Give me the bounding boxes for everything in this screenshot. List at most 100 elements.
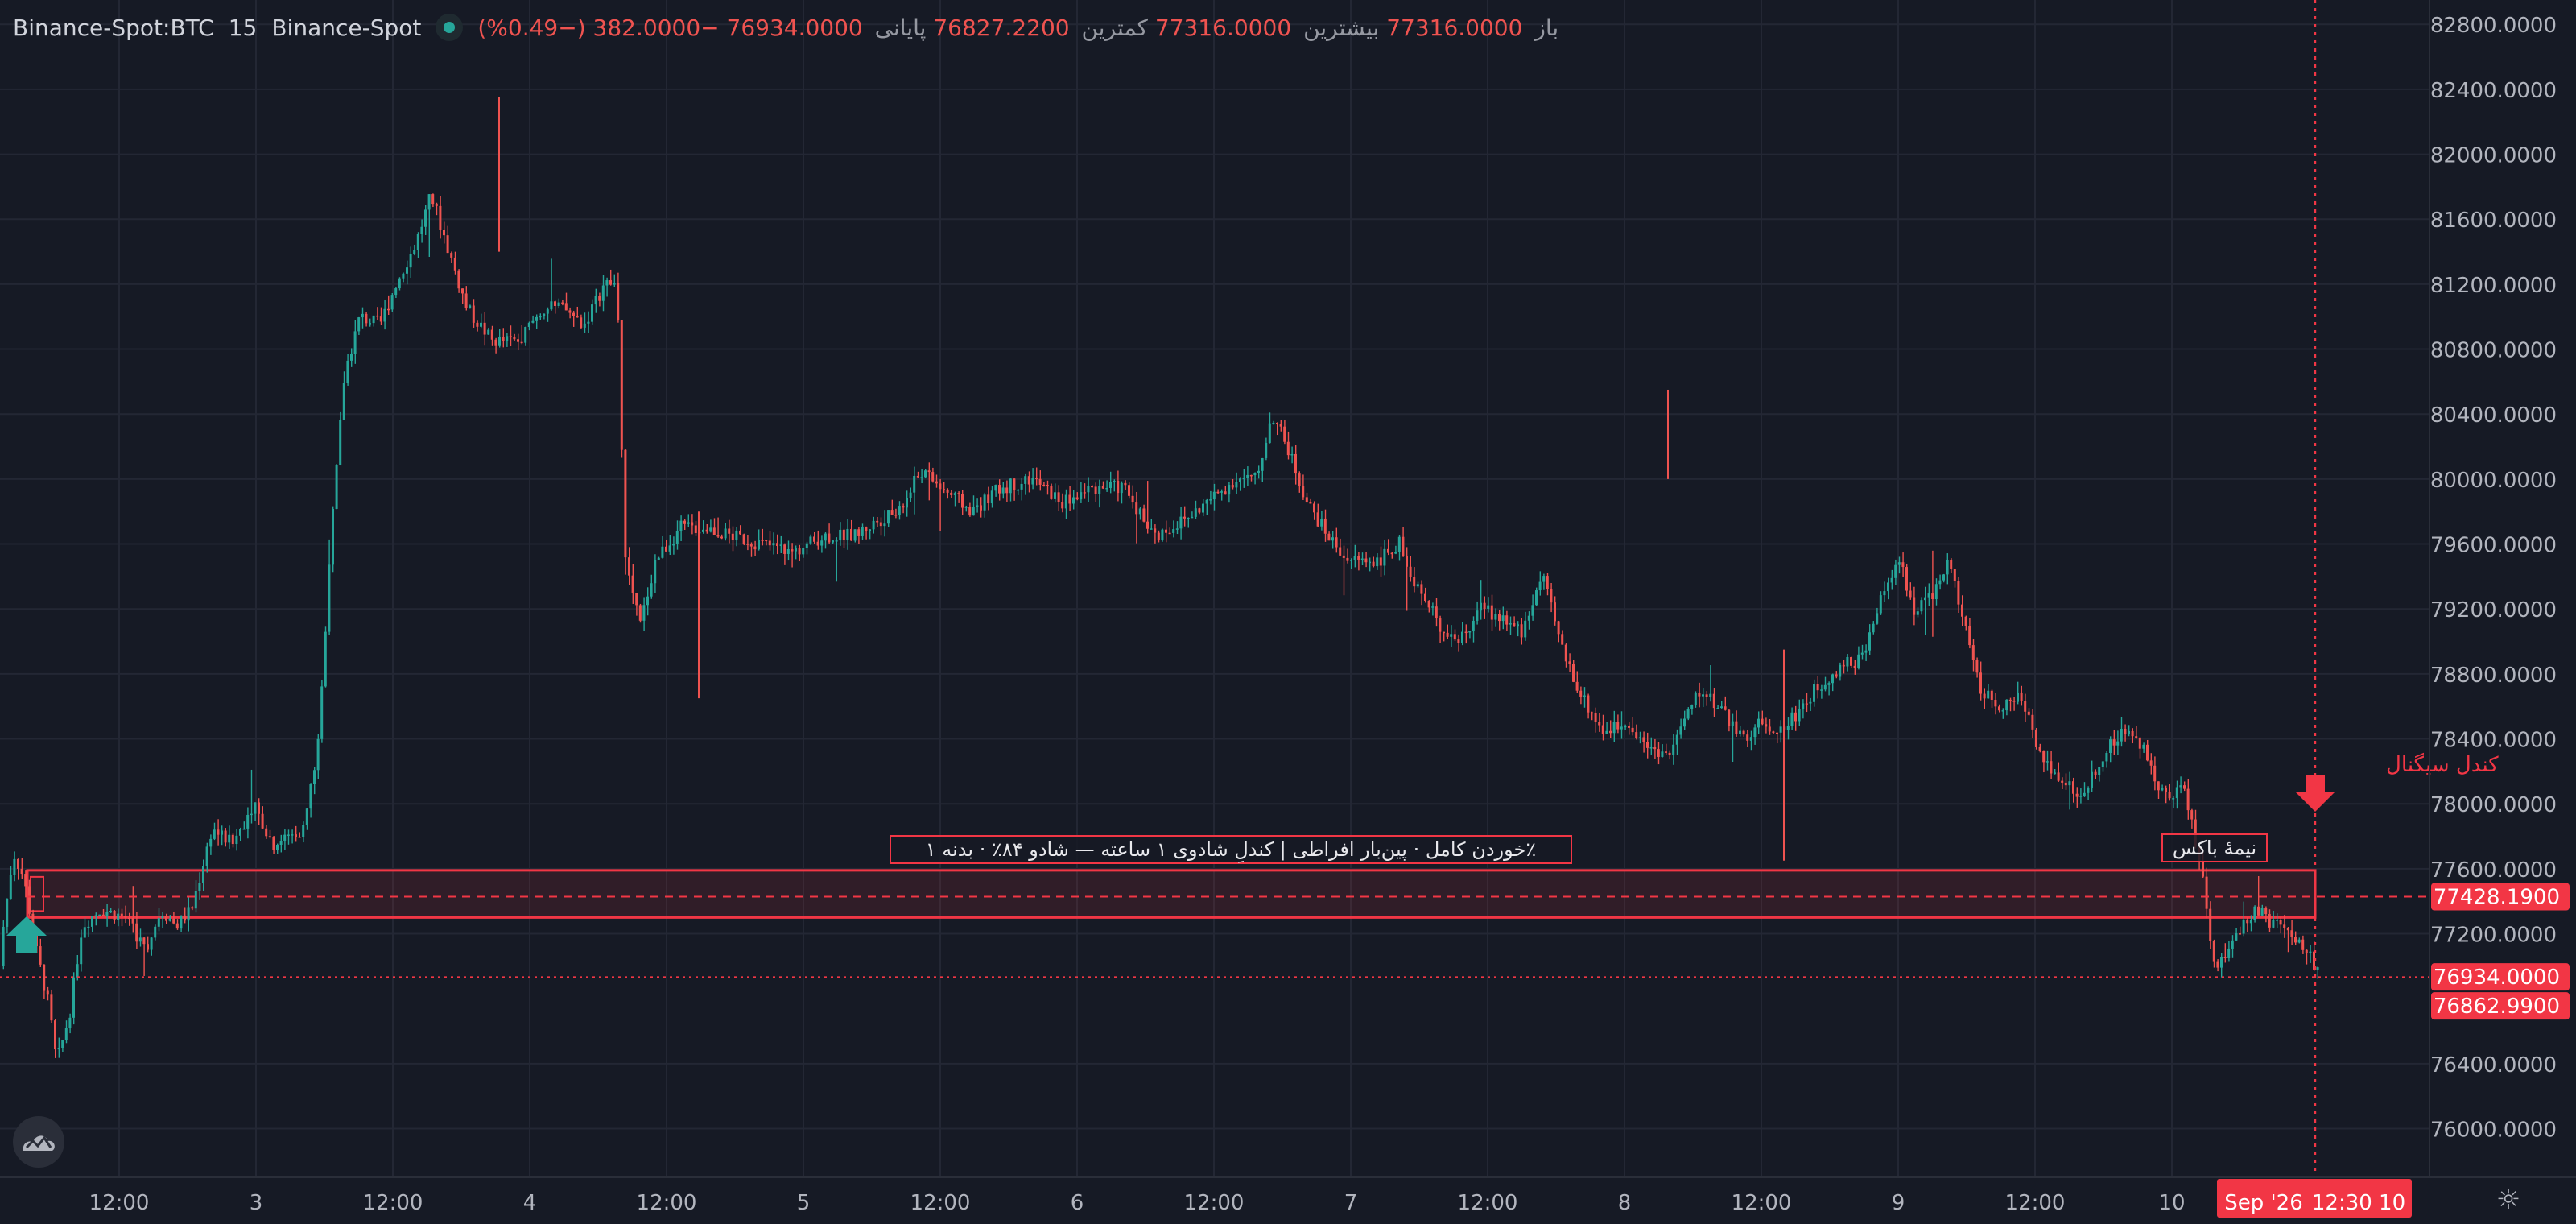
close-value: 76934.0000 (726, 14, 863, 41)
candle-body (795, 548, 797, 552)
logo-icon[interactable] (13, 1116, 64, 1168)
candle-body (524, 327, 527, 343)
candle-body (2305, 949, 2308, 953)
candle-body (2153, 765, 2157, 782)
interval-label[interactable]: 15 (228, 14, 258, 41)
candle-body (2279, 920, 2282, 925)
candle-body (691, 522, 694, 526)
candle-body (2272, 920, 2275, 928)
candle-body (1794, 712, 1797, 722)
candle-body (1809, 701, 1812, 704)
candle-body (1231, 485, 1234, 488)
candle-body (1735, 721, 1738, 734)
candle-body (1191, 516, 1194, 519)
candle-body (2286, 928, 2289, 931)
price-label-badge (2431, 992, 2570, 1020)
candle-body (832, 540, 834, 543)
candle-body (1631, 727, 1634, 733)
candle-body (1827, 683, 1831, 685)
candle-body (2120, 728, 2123, 742)
candle-body (709, 527, 712, 532)
candle-body (1661, 751, 1664, 757)
candle-body (1439, 618, 1442, 632)
candle-body (2075, 793, 2079, 797)
symbol-name[interactable]: Binance-Spot:BTC (13, 14, 214, 41)
candle-body (302, 825, 305, 837)
candle-body (175, 923, 179, 929)
candle-body (1038, 478, 1042, 485)
candle-body (980, 505, 982, 511)
candle-body (1638, 737, 1641, 738)
candle-body (1316, 512, 1319, 527)
candle-body (2146, 744, 2149, 761)
candle-body (861, 527, 864, 536)
time-tick-label: 3 (250, 1191, 263, 1215)
candle-body (2316, 967, 2319, 970)
sell-arrow-icon[interactable] (2296, 775, 2334, 812)
candle-body (890, 510, 894, 515)
candle-body (1786, 726, 1790, 730)
candle-body (1561, 634, 1564, 645)
time-tick-label: 12:00 (1732, 1191, 1792, 1215)
low-label: کمترین (1081, 14, 1149, 41)
candle-body (1157, 532, 1160, 540)
candle-body (2246, 919, 2249, 924)
candle-body (1257, 470, 1260, 473)
candle-body (953, 493, 956, 495)
candle-body (746, 544, 749, 545)
candle-body (76, 964, 79, 978)
candle-body (853, 529, 857, 541)
candle-body (446, 235, 449, 254)
candle-body (1605, 730, 1608, 734)
time-tick-label: 10 (2158, 1191, 2185, 1215)
candle-body (1138, 508, 1141, 515)
candle-body (546, 309, 549, 314)
candle-body (1001, 487, 1005, 494)
candle-body (846, 528, 849, 541)
candle-body (535, 316, 538, 321)
candle-body (591, 304, 593, 322)
time-axis[interactable]: 12:00 3 12:00 4 12:00 5 12:00 6 12:00 7 12:00 8 12:0… (0, 1176, 2576, 1218)
candle-body (180, 915, 183, 929)
candle-body (1027, 476, 1030, 485)
candle-body (2249, 920, 2252, 924)
candle-body (1971, 645, 1975, 660)
candle-body (1913, 597, 1916, 615)
candle-body (1698, 693, 1701, 697)
candle-body (1890, 577, 1893, 583)
candle-body (1490, 605, 1493, 620)
price-axis[interactable]: 82800.0000 82400.0000 82000.0000 81600.0000… (2429, 0, 2570, 1177)
buy-arrow-icon[interactable] (6, 916, 47, 953)
candle-body (1887, 582, 1889, 592)
candle-body (742, 534, 745, 544)
candle-body (1494, 614, 1497, 620)
candle-body (394, 288, 398, 296)
candle-body (1212, 491, 1216, 500)
price-tick-label: 80800.0000 (2430, 339, 2557, 363)
candle-body (1087, 486, 1090, 493)
candle-body (765, 540, 768, 542)
candle-body (2079, 796, 2083, 797)
candle-body (735, 530, 738, 540)
candle-body (2172, 798, 2175, 800)
candle-body (1249, 474, 1253, 477)
candle-body (620, 320, 623, 450)
gear-icon[interactable]: ☼ (2496, 1184, 2521, 1216)
candle-body (1716, 708, 1719, 709)
candle-body (758, 540, 760, 550)
candle-body (2087, 788, 2090, 793)
market-status-icon[interactable] (436, 14, 464, 41)
candle-body (2242, 919, 2245, 934)
candle-body (439, 205, 442, 230)
candle-body (1868, 632, 1871, 651)
candle-body (1753, 727, 1757, 738)
candle-body (1128, 485, 1130, 496)
candle-body (191, 907, 194, 909)
candle-body (931, 472, 935, 482)
candle-body (2031, 714, 2034, 730)
time-tick-label: 12:00 (363, 1191, 423, 1215)
candle-body (2276, 920, 2278, 921)
symbol-legend: Binance-Spot:BTC 15 Binance-Spot باز 773… (13, 11, 1558, 43)
candle-body (835, 540, 838, 542)
